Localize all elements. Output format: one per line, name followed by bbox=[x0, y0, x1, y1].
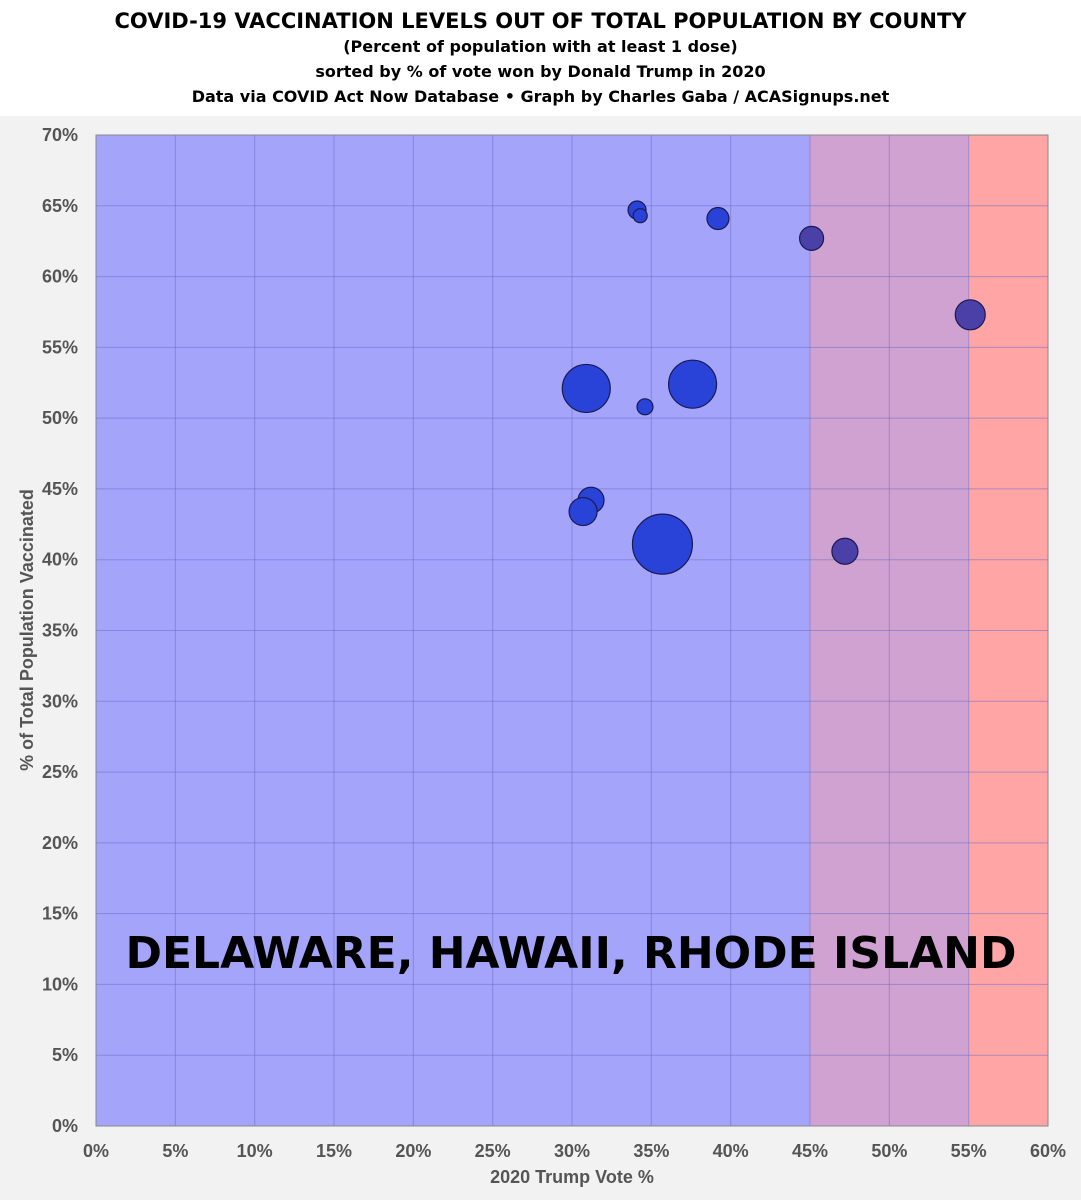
data-point bbox=[954, 299, 986, 331]
data-points bbox=[561, 200, 986, 575]
y-tick-label: 65% bbox=[42, 196, 78, 216]
x-tick-label: 50% bbox=[871, 1141, 907, 1161]
x-tick-label: 35% bbox=[633, 1141, 669, 1161]
gridlines bbox=[95, 134, 1049, 1127]
data-point bbox=[667, 359, 718, 409]
chart-subtitle-2: sorted by % of vote won by Donald Trump … bbox=[315, 62, 766, 81]
data-point bbox=[631, 513, 694, 575]
x-tick-label: 55% bbox=[951, 1141, 987, 1161]
x-tick-labels: 0% 5% 10% 15% 20% 25% 30% 35% 40% 45% 50% 55% 60% bbox=[83, 1141, 1066, 1161]
chart-subtitle-1: (Percent of population with at least 1 d… bbox=[343, 37, 738, 56]
x-tick-label: 40% bbox=[713, 1141, 749, 1161]
data-point bbox=[706, 206, 730, 231]
y-tick-label: 10% bbox=[42, 974, 78, 994]
y-tick-label: 15% bbox=[42, 904, 78, 924]
y-tick-label: 20% bbox=[42, 833, 78, 853]
y-tick-label: 30% bbox=[42, 691, 78, 711]
x-tick-label: 0% bbox=[83, 1141, 109, 1161]
x-tick-label: 30% bbox=[554, 1141, 590, 1161]
y-tick-label: 35% bbox=[42, 621, 78, 641]
y-tick-label: 70% bbox=[42, 125, 78, 145]
x-tick-label: 25% bbox=[475, 1141, 511, 1161]
chart-subtitle-3: Data via COVID Act Now Database • Graph … bbox=[191, 87, 890, 106]
x-tick-label: 15% bbox=[316, 1141, 352, 1161]
x-axis-title: 2020 Trump Vote % bbox=[490, 1167, 654, 1187]
chart-title: COVID-19 VACCINATION LEVELS OUT OF TOTAL… bbox=[114, 9, 967, 33]
y-tick-label: 50% bbox=[42, 408, 78, 428]
y-tick-label: 25% bbox=[42, 762, 78, 782]
data-point bbox=[636, 398, 654, 416]
plot-border bbox=[95, 134, 1049, 1127]
data-point bbox=[798, 225, 825, 251]
y-tick-label: 40% bbox=[42, 550, 78, 570]
data-point bbox=[831, 537, 859, 565]
x-tick-label: 45% bbox=[792, 1141, 828, 1161]
x-tick-label: 10% bbox=[237, 1141, 273, 1161]
x-tick-label: 5% bbox=[162, 1141, 188, 1161]
y-tick-label: 55% bbox=[42, 337, 78, 357]
data-point bbox=[632, 208, 648, 224]
data-point bbox=[561, 363, 611, 414]
y-tick-label: 45% bbox=[42, 479, 78, 499]
states-annotation: DELAWARE, HAWAII, RHODE ISLAND bbox=[125, 928, 1016, 979]
x-tick-label: 60% bbox=[1030, 1141, 1066, 1161]
data-point bbox=[568, 496, 598, 527]
y-tick-label: 60% bbox=[42, 267, 78, 287]
y-tick-labels: 0% 5% 10% 15% 20% 25% 30% 35% 40% 45% 50% 55% 60% 65%… bbox=[42, 125, 78, 1136]
y-axis-title: % of Total Population Vaccinated bbox=[17, 489, 37, 771]
y-tick-label: 5% bbox=[52, 1045, 78, 1065]
y-tick-label: 0% bbox=[52, 1116, 78, 1136]
x-tick-label: 20% bbox=[395, 1141, 431, 1161]
